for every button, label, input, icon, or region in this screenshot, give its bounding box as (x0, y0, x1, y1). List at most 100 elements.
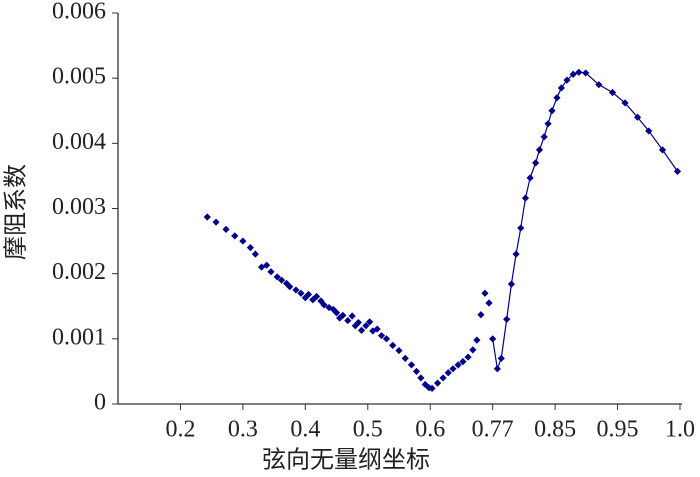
point (428, 384, 436, 392)
point (569, 70, 577, 78)
x-tick-label: 1.0 (665, 417, 695, 443)
point (421, 380, 429, 389)
point (673, 167, 682, 175)
x-tick-label: 0.3 (228, 417, 258, 443)
point (582, 69, 590, 77)
point (401, 354, 409, 362)
point (292, 286, 300, 294)
point (203, 213, 211, 221)
point (407, 361, 416, 369)
point (297, 289, 305, 297)
point (263, 261, 271, 269)
point (608, 88, 617, 97)
y-tick-label: 0.005 (52, 64, 106, 90)
point (563, 76, 571, 84)
point (449, 365, 457, 373)
point (267, 268, 275, 276)
point (389, 341, 397, 349)
point (658, 146, 667, 154)
point (412, 367, 421, 376)
point (395, 346, 403, 355)
x-tick-label: 0.4 (290, 417, 320, 443)
point (357, 326, 366, 334)
x-axis-label: 弦向无量纲坐标 (262, 447, 430, 474)
point (512, 250, 520, 258)
point (222, 225, 230, 233)
point (312, 292, 321, 301)
point (278, 276, 286, 284)
point (517, 224, 525, 232)
point (258, 263, 266, 271)
point (595, 81, 603, 89)
point (557, 84, 565, 92)
point (544, 120, 552, 128)
y-tick-label: 0.006 (52, 0, 106, 25)
point (286, 283, 294, 291)
point (373, 325, 381, 333)
point (362, 322, 370, 330)
point (553, 94, 561, 102)
point (339, 311, 347, 319)
point (535, 146, 544, 154)
point (317, 297, 325, 305)
point (382, 335, 391, 343)
point (469, 346, 477, 354)
y-tick-label: 0.001 (52, 324, 106, 350)
point (489, 335, 497, 343)
point (497, 354, 505, 362)
point (212, 218, 220, 226)
point (493, 365, 501, 373)
point (575, 68, 583, 76)
point (231, 232, 239, 240)
point (507, 280, 515, 288)
y-tick-label: 0.002 (52, 259, 106, 285)
x-tick-label: 0.77 (472, 417, 514, 443)
point (377, 331, 386, 340)
point (521, 194, 530, 202)
point (351, 322, 359, 330)
point (433, 379, 442, 387)
point (645, 127, 653, 135)
point (481, 289, 489, 297)
point (239, 237, 247, 245)
point (540, 133, 548, 141)
point (485, 299, 493, 307)
point (477, 311, 485, 319)
point (325, 303, 333, 312)
x-tick-label: 0.5 (353, 417, 383, 443)
x-tick-label: 0.6 (415, 417, 445, 443)
point (348, 312, 356, 320)
point (332, 309, 341, 317)
x-tick-label: 0.2 (165, 417, 195, 443)
point (246, 244, 254, 252)
point (464, 353, 472, 361)
y-tick-label: 0.003 (52, 194, 106, 220)
point (473, 336, 481, 344)
point (459, 358, 467, 366)
point (621, 99, 629, 107)
point (548, 107, 556, 115)
point (283, 279, 291, 288)
point (273, 273, 281, 281)
x-tick-label: 0.95 (597, 417, 639, 443)
y-axis-label: 摩阻系数 (3, 164, 30, 260)
point (503, 315, 511, 323)
point (366, 318, 374, 326)
point (251, 250, 259, 258)
point (454, 361, 462, 369)
point (444, 369, 452, 377)
x-tick-label: 0.85 (534, 417, 576, 443)
point (336, 314, 344, 322)
point (320, 301, 328, 309)
point (329, 305, 338, 314)
point (417, 374, 425, 382)
series-line (492, 71, 678, 372)
point (526, 174, 534, 182)
point (369, 327, 377, 335)
y-tick-label: 0.004 (52, 129, 106, 155)
point (354, 318, 363, 327)
point (633, 113, 642, 121)
point (439, 374, 447, 382)
